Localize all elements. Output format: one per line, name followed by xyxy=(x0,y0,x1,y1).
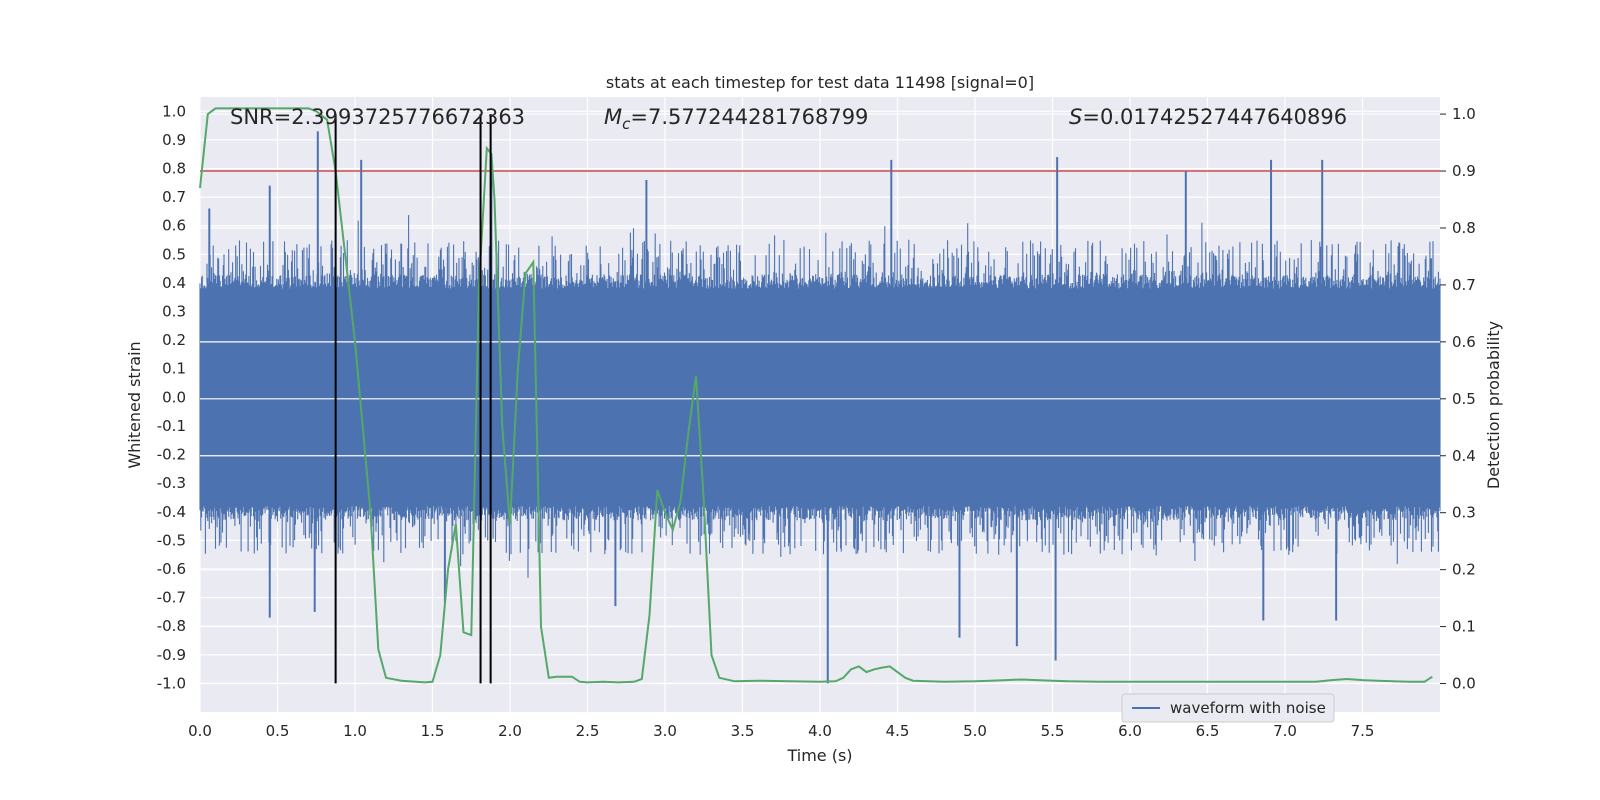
y-tick-label: 0.0 xyxy=(162,388,186,406)
y-tick-label: 0.4 xyxy=(162,274,186,292)
x-tick-label: 0.5 xyxy=(266,722,290,740)
y-tick-label: 0.9 xyxy=(162,131,186,149)
x-tick-label: 6.5 xyxy=(1196,722,1220,740)
x-tick-label: 5.5 xyxy=(1041,722,1065,740)
y-axis-ticks: 1.0 0.9 0.8 0.7 0.6 0.5 0.4 0.3 0.2 0.1 0.0 -0.1 -0.… xyxy=(157,102,186,692)
x-tick-label: 2.5 xyxy=(576,722,600,740)
legend: waveform with noise xyxy=(1121,693,1335,723)
y2-tick-label: 0.8 xyxy=(1452,219,1476,237)
y2-tick-label: 1.0 xyxy=(1452,105,1476,123)
y2-tick-label: 0.1 xyxy=(1452,618,1476,636)
y2-tick-label: 0.7 xyxy=(1452,276,1476,294)
snr-annotation: SNR=2.3993725776672363 xyxy=(230,105,525,129)
x-tick-label: 4.0 xyxy=(808,722,832,740)
y-tick-label: -0.9 xyxy=(157,646,186,664)
s-value: =0.01742527447640896 xyxy=(1082,105,1347,129)
x-tick-label: 6.0 xyxy=(1118,722,1142,740)
y-tick-label: -0.8 xyxy=(157,617,186,635)
y-tick-label: -0.3 xyxy=(157,474,186,492)
x-tick-label: 3.0 xyxy=(653,722,677,740)
y-tick-label: -0.5 xyxy=(157,531,186,549)
s-annotation: S=0.01742527447640896 xyxy=(1069,105,1347,129)
y2-tick-label: 0.0 xyxy=(1452,675,1476,693)
y2-axis-label: Detection probability xyxy=(1484,321,1503,489)
y-tick-label: 1.0 xyxy=(162,102,186,120)
x-tick-label: 2.0 xyxy=(498,722,522,740)
y-tick-label: -0.4 xyxy=(157,503,186,521)
y-tick-label: -1.0 xyxy=(157,674,186,692)
probability-series xyxy=(199,107,1440,684)
x-tick-label: 7.5 xyxy=(1351,722,1375,740)
s-symbol: S xyxy=(1069,105,1082,129)
probability-line xyxy=(199,107,1433,684)
y-tick-label: -0.7 xyxy=(157,589,186,607)
x-axis-ticks: 0.0 0.5 1.0 1.5 2.0 2.5 3.0 3.5 4.0 4.5 5.0 5.5 6.0 6… xyxy=(188,722,1374,740)
y2-axis-ticks: 1.0 0.9 0.8 0.7 0.6 0.5 0.4 0.3 0.2 0.1 0.0 xyxy=(1440,105,1476,693)
y-tick-label: -0.2 xyxy=(157,446,186,464)
y-tick-label: 0.3 xyxy=(162,303,186,321)
y-tick-label: -0.6 xyxy=(157,560,186,578)
chirp-mass-symbol: M xyxy=(604,105,622,129)
chirp-mass-annotation: Mc=7.577244281768799 xyxy=(604,105,868,133)
y-tick-label: 0.5 xyxy=(162,245,186,263)
chirp-mass-value: =7.577244281768799 xyxy=(630,105,868,129)
y2-tick-label: 0.4 xyxy=(1452,447,1476,465)
y2-tick-label: 0.9 xyxy=(1452,162,1476,180)
x-tick-label: 1.5 xyxy=(421,722,445,740)
y2-tick-label: 0.2 xyxy=(1452,561,1476,579)
x-tick-label: 5.0 xyxy=(963,722,987,740)
chart-title: stats at each timestep for test data 114… xyxy=(606,73,1034,92)
x-tick-label: 4.5 xyxy=(886,722,910,740)
y-tick-label: 0.8 xyxy=(162,160,186,178)
y-axis-label: Whitened strain xyxy=(125,341,144,468)
x-tick-label: 3.5 xyxy=(731,722,755,740)
y-tick-label: -0.1 xyxy=(157,417,186,435)
x-tick-label: 7.0 xyxy=(1273,722,1297,740)
y-tick-label: 0.6 xyxy=(162,217,186,235)
chirp-mass-subscript: c xyxy=(622,115,631,133)
y-tick-label: 0.1 xyxy=(162,360,186,378)
x-tick-label: 1.0 xyxy=(343,722,367,740)
y-tick-label: 0.2 xyxy=(162,331,186,349)
vertical-markers xyxy=(334,114,492,684)
y2-tick-label: 0.5 xyxy=(1452,390,1476,408)
x-axis-label: Time (s) xyxy=(786,746,852,765)
y-tick-label: 0.7 xyxy=(162,188,186,206)
y2-tick-label: 0.3 xyxy=(1452,504,1476,522)
y2-tick-label: 0.6 xyxy=(1452,333,1476,351)
waveform-series xyxy=(199,131,1441,684)
legend-box xyxy=(1121,693,1335,723)
x-tick-label: 0.0 xyxy=(188,722,212,740)
legend-label: waveform with noise xyxy=(1170,699,1326,717)
